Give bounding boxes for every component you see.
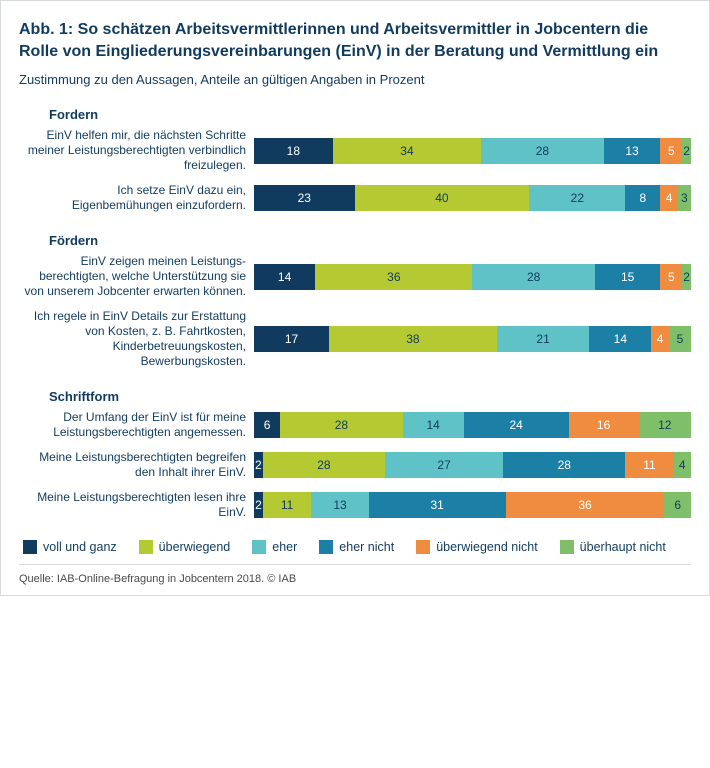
- bar-segment: 17: [254, 326, 329, 352]
- figure-subtitle: Zustimmung zu den Aussagen, Anteile an g…: [19, 72, 691, 87]
- legend-swatch: [560, 540, 574, 554]
- bar-segment: 14: [589, 326, 651, 352]
- chart-row: EinV zeigen meinen Leistungs­berechtigte…: [19, 254, 691, 299]
- bar-segment: 14: [403, 412, 464, 438]
- chart-group: Fördern EinV zeigen meinen Leistungs­bere…: [19, 233, 691, 369]
- legend-swatch: [252, 540, 266, 554]
- bar-segment: 16: [569, 412, 639, 438]
- chart-row: Meine Leistungsberechtigten lesen ihre E…: [19, 490, 691, 520]
- bar-segment: 4: [660, 185, 677, 211]
- bar-segment: 40: [355, 185, 530, 211]
- legend-label: überhaupt nicht: [580, 540, 666, 554]
- bar-segment: 36: [315, 264, 472, 290]
- bar-segment: 2: [682, 138, 691, 164]
- bar-segment: 8: [625, 185, 660, 211]
- legend: voll und ganz überwiegend eher eher nicht üb…: [19, 540, 691, 554]
- bar-segment: 2: [682, 264, 691, 290]
- bar-segment: 28: [263, 452, 385, 478]
- bar-segment: 22: [529, 185, 625, 211]
- legend-swatch: [23, 540, 37, 554]
- legend-item: eher nicht: [319, 540, 394, 554]
- legend-item: eher: [252, 540, 297, 554]
- bar-segment: 13: [311, 492, 368, 518]
- bar-segment: 4: [674, 452, 691, 478]
- bar-segment: 36: [506, 492, 665, 518]
- legend-item: überwiegend nicht: [416, 540, 537, 554]
- bar-segment: 11: [625, 452, 673, 478]
- bar-segment: 23: [254, 185, 355, 211]
- legend-swatch: [139, 540, 153, 554]
- legend-label: überwiegend nicht: [436, 540, 537, 554]
- group-title: Fordern: [19, 107, 691, 122]
- legend-label: eher nicht: [339, 540, 394, 554]
- bar-segment: 5: [660, 264, 682, 290]
- bar-segment: 4: [651, 326, 669, 352]
- chart-row: Ich setze EinV dazu ein, Eigenbemühungen…: [19, 183, 691, 213]
- legend-item: überwiegend: [139, 540, 231, 554]
- bar-segment: 6: [664, 492, 690, 518]
- row-label: EinV helfen mir, die nächsten Schritte m…: [19, 128, 254, 173]
- bar-segment: 21: [497, 326, 590, 352]
- bar-segment: 15: [595, 264, 661, 290]
- bar-segment: 18: [254, 138, 333, 164]
- bar-segment: 24: [464, 412, 569, 438]
- legend-label: voll und ganz: [43, 540, 117, 554]
- bar-segment: 13: [604, 138, 661, 164]
- chart-group: Fordern EinV helfen mir, die nächsten Sch…: [19, 107, 691, 213]
- chart-group: Schriftform Der Umfang der EinV ist für m…: [19, 389, 691, 520]
- bar-segment: 28: [503, 452, 625, 478]
- row-label: Ich regele in EinV Details zur Er­stattu…: [19, 309, 254, 369]
- legend-label: eher: [272, 540, 297, 554]
- bar-segment: 28: [472, 264, 594, 290]
- legend-label: überwiegend: [159, 540, 231, 554]
- stacked-bar: 62814241612: [254, 412, 691, 438]
- bar-segment: 2: [254, 452, 263, 478]
- stacked-bar: 2111331366: [254, 492, 691, 518]
- chart-row: EinV helfen mir, die nächsten Schritte m…: [19, 128, 691, 173]
- bar-segment: 28: [280, 412, 402, 438]
- bar-segment: 2: [254, 492, 263, 518]
- bar-segment: 27: [385, 452, 503, 478]
- figure-title: Abb. 1: So schätzen Arbeitsvermittlerinn…: [19, 19, 691, 62]
- group-title: Fördern: [19, 233, 691, 248]
- legend-swatch: [416, 540, 430, 554]
- row-label: Der Umfang der EinV ist für meine Leistu…: [19, 410, 254, 440]
- bar-segment: 12: [639, 412, 691, 438]
- bar-segment: 5: [669, 326, 691, 352]
- bar-segment: 3: [678, 185, 691, 211]
- row-label: Meine Leistungsberechtigten begreifen de…: [19, 450, 254, 480]
- stacked-bar: 1738211445: [254, 326, 691, 352]
- stacked-bar: 2282728114: [254, 452, 691, 478]
- bar-segment: 11: [263, 492, 312, 518]
- chart-row: Meine Leistungsberechtigten begreifen de…: [19, 450, 691, 480]
- chart-row: Der Umfang der EinV ist für meine Leistu…: [19, 410, 691, 440]
- row-label: EinV zeigen meinen Leistungs­berechtigte…: [19, 254, 254, 299]
- bar-segment: 28: [481, 138, 603, 164]
- figure-source: Quelle: IAB-Online-Befragung in Jobcente…: [19, 564, 691, 585]
- legend-item: voll und ganz: [23, 540, 117, 554]
- bar-segment: 38: [329, 326, 497, 352]
- bar-segment: 14: [254, 264, 315, 290]
- row-label: Meine Leistungsberechtigten lesen ihre E…: [19, 490, 254, 520]
- chart-body: Fordern EinV helfen mir, die nächsten Sch…: [19, 107, 691, 520]
- chart-row: Ich regele in EinV Details zur Er­stattu…: [19, 309, 691, 369]
- group-title: Schriftform: [19, 389, 691, 404]
- bar-segment: 6: [254, 412, 280, 438]
- legend-item: überhaupt nicht: [560, 540, 666, 554]
- stacked-bar: 234022843: [254, 185, 691, 211]
- bar-segment: 5: [660, 138, 682, 164]
- stacked-bar-figure: Abb. 1: So schätzen Arbeitsvermittlerinn…: [0, 0, 710, 596]
- bar-segment: 34: [333, 138, 482, 164]
- legend-swatch: [319, 540, 333, 554]
- row-label: Ich setze EinV dazu ein, Eigenbemühungen…: [19, 183, 254, 213]
- stacked-bar: 1436281552: [254, 264, 691, 290]
- stacked-bar: 1834281352: [254, 138, 691, 164]
- bar-segment: 31: [369, 492, 506, 518]
